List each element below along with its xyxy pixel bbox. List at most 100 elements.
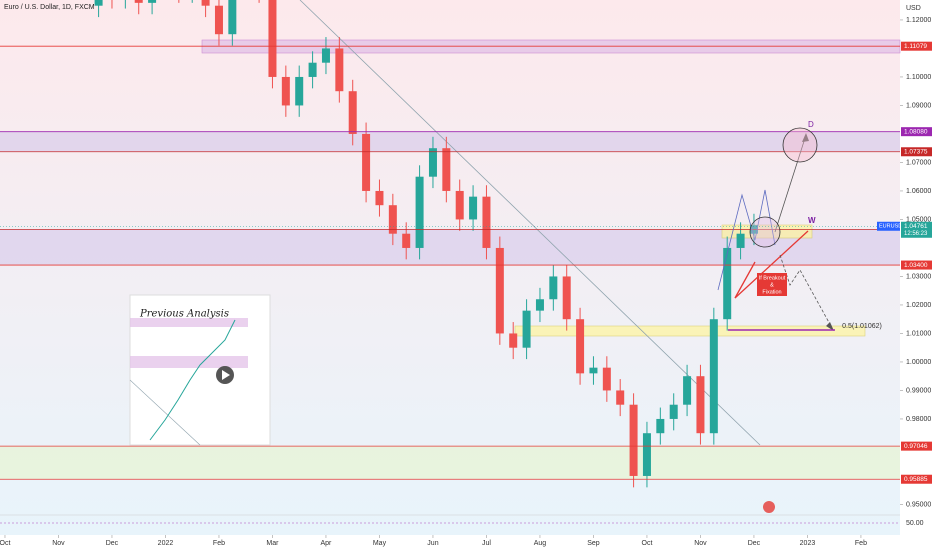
play-icon <box>222 370 230 380</box>
event-icon[interactable] <box>763 501 775 513</box>
time-axis <box>0 535 932 550</box>
x-tick-label: Aug <box>534 540 547 547</box>
w-label: W <box>808 216 816 225</box>
candle-body <box>375 190 384 206</box>
candle-body <box>455 190 464 220</box>
price-tag <box>901 221 932 238</box>
inset-price <box>149 319 236 441</box>
rsi-label: 50.00 <box>906 520 924 527</box>
level-label: 1.08080 <box>904 128 928 135</box>
level-label: 1.07375 <box>904 148 928 155</box>
candle-body <box>295 76 304 106</box>
candle-body <box>415 176 424 248</box>
x-tick-label: Jun <box>427 540 438 547</box>
level-tag <box>901 441 932 451</box>
breakout-text: If Breakout <box>759 275 786 281</box>
candle-body <box>228 0 237 35</box>
price-axis <box>900 0 932 550</box>
purple-zone <box>0 131 900 152</box>
candle-body <box>428 148 437 177</box>
candle-body <box>642 433 651 476</box>
x-tick-label: Apr <box>321 540 333 547</box>
candle-body <box>696 376 705 434</box>
x-tick-label: Jul <box>482 540 491 547</box>
y-unit: USD <box>906 5 921 12</box>
candle-body <box>348 91 357 134</box>
candle-body <box>402 233 411 248</box>
candle-body <box>656 418 665 434</box>
x-tick-label: Nov <box>694 540 707 547</box>
inset-trendline <box>129 379 201 446</box>
x-tick-label: Oct <box>642 540 653 547</box>
breakout-text: & <box>770 282 774 288</box>
level-tag <box>901 41 932 51</box>
candle-body <box>602 367 611 391</box>
d-label: D <box>808 120 814 129</box>
level-label: 1.11079 <box>904 43 927 50</box>
candle-body <box>482 196 491 248</box>
candle-body <box>576 319 585 374</box>
symbol-tag <box>877 221 900 231</box>
y-tick-label: 1.09000 <box>906 102 931 109</box>
y-tick-label: 0.98000 <box>906 416 931 423</box>
target-circle <box>782 127 818 163</box>
price-label: 1.04761 <box>904 223 928 230</box>
y-tick-label: 1.03000 <box>906 273 931 280</box>
candle-body <box>736 233 745 248</box>
arrow-head <box>802 133 809 142</box>
x-tick-label: Mar <box>266 540 279 547</box>
x-tick-label: Sep <box>587 540 600 547</box>
level-label: 0.95885 <box>904 476 928 483</box>
candle-body <box>495 247 504 334</box>
countdown: 12:56:23 <box>904 231 928 237</box>
y-tick-label: 1.01000 <box>906 330 931 337</box>
demand-zone <box>514 325 866 337</box>
level-tag <box>901 260 932 270</box>
candle-body <box>522 310 531 348</box>
y-tick-label: 0.95000 <box>906 501 931 508</box>
trendline <box>299 0 761 446</box>
candle-body <box>201 0 210 6</box>
x-tick-label: May <box>373 540 387 547</box>
x-tick-label: 2023 <box>800 540 816 547</box>
alt-arrow <box>779 254 833 329</box>
arrow-head <box>826 322 834 331</box>
x-tick-label: Oct <box>0 540 10 547</box>
y-tick-label: 1.02000 <box>906 302 931 309</box>
candle-body <box>214 5 223 35</box>
level-tag <box>901 147 932 157</box>
candle-body <box>629 404 638 476</box>
candle-body <box>321 48 330 63</box>
x-tick-label: Nov <box>52 540 65 547</box>
y-tick-label: 1.07000 <box>906 159 931 166</box>
candle-body <box>335 48 344 92</box>
breakout-text: Fixation <box>762 289 781 295</box>
candle-body <box>723 247 732 320</box>
candle-body <box>683 376 692 405</box>
candle-body <box>535 299 544 311</box>
support-line <box>734 261 756 299</box>
candle-body <box>442 148 451 191</box>
candle-body <box>268 0 277 77</box>
pattern-path <box>717 189 776 291</box>
x-tick-label: 2022 <box>158 540 174 547</box>
x-tick-label: Dec <box>748 540 761 547</box>
chart-title: Euro / U.S. Dollar, 1D, FXCM <box>4 4 95 11</box>
level-tag <box>901 474 932 484</box>
x-tick-label: Dec <box>106 540 119 547</box>
fib-label: 0.5(1.01062) <box>842 323 882 330</box>
green-zone <box>0 446 900 480</box>
y-tick-label: 0.99000 <box>906 387 931 394</box>
candle-body <box>509 333 518 348</box>
y-tick-label: 1.10000 <box>906 74 931 81</box>
candle-body <box>308 62 317 77</box>
candle-body <box>589 367 598 374</box>
target-arrow <box>774 134 807 233</box>
level-label: 1.03400 <box>904 262 928 269</box>
candle-body <box>148 0 157 3</box>
candle-body <box>562 276 571 320</box>
candle-body <box>388 205 397 234</box>
candle-body <box>616 390 625 405</box>
candle-body <box>362 133 371 191</box>
